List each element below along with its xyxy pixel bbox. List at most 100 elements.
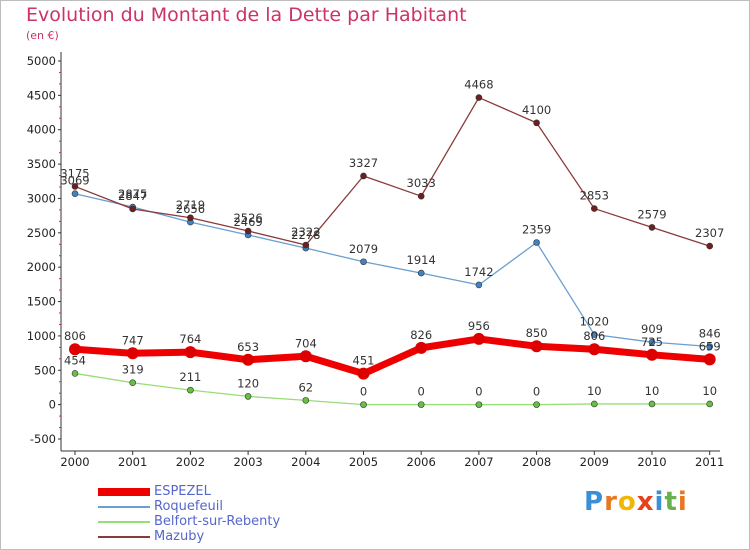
- data-label: 704: [295, 336, 317, 350]
- data-point: [299, 350, 312, 363]
- data-point: [302, 397, 310, 404]
- data-point: [590, 205, 598, 212]
- x-tick-label: 2007: [464, 455, 493, 469]
- data-label: 3033: [407, 176, 436, 190]
- legend-item: Roquefeuil: [98, 499, 398, 514]
- logo-letter: r: [604, 487, 618, 517]
- data-label: 2278: [291, 228, 320, 242]
- y-tick-label: 4000: [27, 123, 56, 137]
- y-tick-label: 5000: [27, 54, 56, 68]
- logo-letter: i: [677, 487, 688, 517]
- legend-swatch: [98, 488, 150, 496]
- legend-label: Mazuby: [154, 529, 205, 544]
- data-label: 2656: [176, 202, 205, 216]
- data-point: [71, 183, 79, 190]
- x-tick-label: 2002: [176, 455, 205, 469]
- data-point: [187, 214, 194, 222]
- legend-item: Mazuby: [98, 529, 398, 544]
- data-point: [648, 400, 656, 408]
- data-label: 451: [353, 354, 375, 368]
- data-label: 2307: [695, 226, 724, 240]
- data-point: [184, 346, 197, 359]
- data-label: 2359: [522, 223, 551, 237]
- x-tick-label: 2004: [291, 455, 320, 469]
- data-point: [706, 400, 714, 408]
- data-label: 10: [587, 384, 602, 398]
- data-label: 725: [641, 335, 663, 349]
- y-tick-label: 2500: [27, 226, 56, 240]
- logo-letter: P: [584, 487, 605, 517]
- data-label: 653: [237, 340, 259, 354]
- series-line: [71, 335, 714, 378]
- data-point: [588, 343, 601, 356]
- data-label: 806: [583, 329, 605, 343]
- data-label: 909: [641, 322, 663, 336]
- proxiti-logo: Proxiti: [584, 487, 688, 517]
- data-label: 659: [699, 339, 721, 353]
- data-point: [360, 401, 367, 408]
- x-tick-label: 2011: [695, 455, 724, 469]
- line-chart: -500050010001500200025003000350040004500…: [27, 52, 724, 469]
- data-label: 846: [699, 326, 721, 340]
- data-label: 2719: [176, 198, 205, 212]
- legend: ESPEZEL Roquefeuil Belfort-sur-Rebenty Mazu…: [98, 484, 398, 544]
- chart-axes: [60, 52, 720, 452]
- data-point: [244, 227, 252, 235]
- data-point: [533, 239, 540, 246]
- legend-label: ESPEZEL: [154, 484, 211, 499]
- x-tick-label: 2010: [637, 455, 666, 469]
- data-point: [302, 241, 310, 249]
- y-tick-label: 4500: [27, 88, 56, 102]
- data-label: 956: [468, 319, 490, 333]
- y-tick-label: -500: [30, 432, 56, 446]
- data-label: 454: [64, 353, 86, 367]
- data-label: 120: [237, 376, 259, 390]
- data-label: 764: [179, 332, 201, 346]
- data-label: 10: [702, 384, 717, 398]
- data-label: 0: [533, 385, 540, 399]
- data-label: 319: [122, 363, 144, 377]
- data-label: 2853: [580, 189, 609, 203]
- data-label: 2079: [349, 242, 378, 256]
- data-point: [129, 205, 136, 213]
- data-point: [648, 224, 656, 231]
- series-lines: [69, 94, 716, 408]
- y-tick-label: 3500: [27, 157, 56, 171]
- data-point: [242, 353, 255, 366]
- data-point: [244, 393, 252, 400]
- data-label: 747: [122, 333, 144, 347]
- data-point: [703, 353, 716, 366]
- data-point: [472, 332, 485, 345]
- data-label: 3327: [349, 156, 378, 170]
- x-tick-label: 2009: [580, 455, 609, 469]
- data-label: 4100: [522, 103, 551, 117]
- data-label: 850: [526, 326, 548, 340]
- y-tick-label: 2000: [27, 260, 56, 274]
- x-tick-label: 2000: [60, 455, 89, 469]
- x-tick-label: 2008: [522, 455, 551, 469]
- legend-label: Roquefeuil: [154, 499, 223, 514]
- data-label: 2322: [291, 225, 320, 239]
- data-label: 1020: [580, 315, 609, 329]
- y-tick-label: 1500: [27, 295, 56, 309]
- data-point: [590, 400, 598, 408]
- data-point: [71, 190, 79, 198]
- data-point: [706, 343, 714, 350]
- x-tick-label: 2003: [233, 455, 262, 469]
- data-label: 806: [64, 329, 86, 343]
- data-point: [475, 401, 483, 408]
- data-label: 2875: [118, 187, 147, 201]
- logo-letter: t: [664, 487, 678, 517]
- y-tick-label: 3000: [27, 191, 56, 205]
- data-point: [129, 379, 136, 387]
- data-label: 3175: [60, 166, 89, 180]
- legend-swatch: [98, 506, 150, 508]
- data-label: 0: [418, 385, 425, 399]
- series-line: [74, 372, 711, 406]
- x-tick-label: 2001: [118, 455, 147, 469]
- data-label: 0: [360, 385, 367, 399]
- data-point: [706, 242, 714, 250]
- chart-title: Evolution du Montant de la Dette par Hab…: [26, 4, 467, 26]
- data-point: [360, 258, 367, 266]
- data-label: 2579: [637, 207, 666, 221]
